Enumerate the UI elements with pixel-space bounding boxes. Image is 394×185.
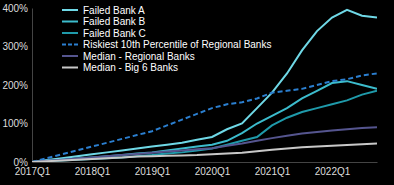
x-tick-label: 2018Q1	[75, 166, 111, 177]
y-axis: 0%100%200%300%400%	[2, 3, 32, 168]
legend-swatch	[62, 67, 78, 69]
x-axis-line	[33, 162, 378, 163]
y-tick-label: 100%	[2, 118, 28, 129]
y-tick: 100%	[2, 118, 32, 129]
x-tick: 2019Q1	[135, 162, 171, 177]
y-tick: 300%	[2, 41, 32, 52]
legend-label: Median - Regional Banks	[83, 51, 195, 62]
x-tick-label: 2020Q1	[195, 166, 231, 177]
x-axis: 2017Q1 2018Q1 2019Q1 2020Q1 2021Q1 2022Q1	[15, 162, 378, 177]
x-tick-label: 2017Q1	[15, 166, 51, 177]
series-line	[32, 144, 377, 162]
legend-label: Failed Bank B	[83, 16, 146, 27]
series-line	[32, 91, 377, 162]
legend-swatch	[62, 21, 78, 23]
legend: Failed Bank AFailed Bank BFailed Bank CR…	[62, 5, 271, 74]
legend-label: Median - Big 6 Banks	[83, 62, 178, 73]
legend-label: Failed Bank A	[83, 5, 145, 16]
chart: 0%100%200%300%400%2017Q12018Q12019Q12020…	[0, 0, 394, 185]
x-tick-label: 2021Q1	[255, 166, 291, 177]
y-axis-line	[32, 9, 33, 163]
legend-swatch	[62, 55, 78, 57]
legend-label: Failed Bank C	[83, 28, 146, 39]
plot-area	[32, 10, 377, 162]
legend-swatch	[62, 32, 78, 34]
x-tick-label: 2022Q1	[315, 166, 351, 177]
x-tick: 2021Q1	[255, 162, 291, 177]
y-tick: 400%	[2, 3, 32, 14]
series-line	[32, 81, 377, 162]
y-tick-label: 300%	[2, 41, 28, 52]
x-tick: 2020Q1	[195, 162, 231, 177]
legend-swatch	[62, 9, 78, 11]
y-tick-label: 200%	[2, 80, 28, 91]
y-tick: 200%	[2, 80, 32, 91]
x-tick: 2022Q1	[315, 162, 351, 177]
series-line	[32, 10, 377, 162]
x-tick-label: 2019Q1	[135, 166, 171, 177]
x-tick: 2018Q1	[75, 162, 111, 177]
legend-swatch	[62, 44, 78, 46]
series-line	[32, 127, 377, 162]
legend-label: Riskiest 10th Percentile of Regional Ban…	[83, 39, 271, 50]
y-tick-label: 400%	[2, 3, 28, 14]
series-line	[32, 73, 377, 162]
x-tick: 2017Q1	[15, 162, 51, 177]
